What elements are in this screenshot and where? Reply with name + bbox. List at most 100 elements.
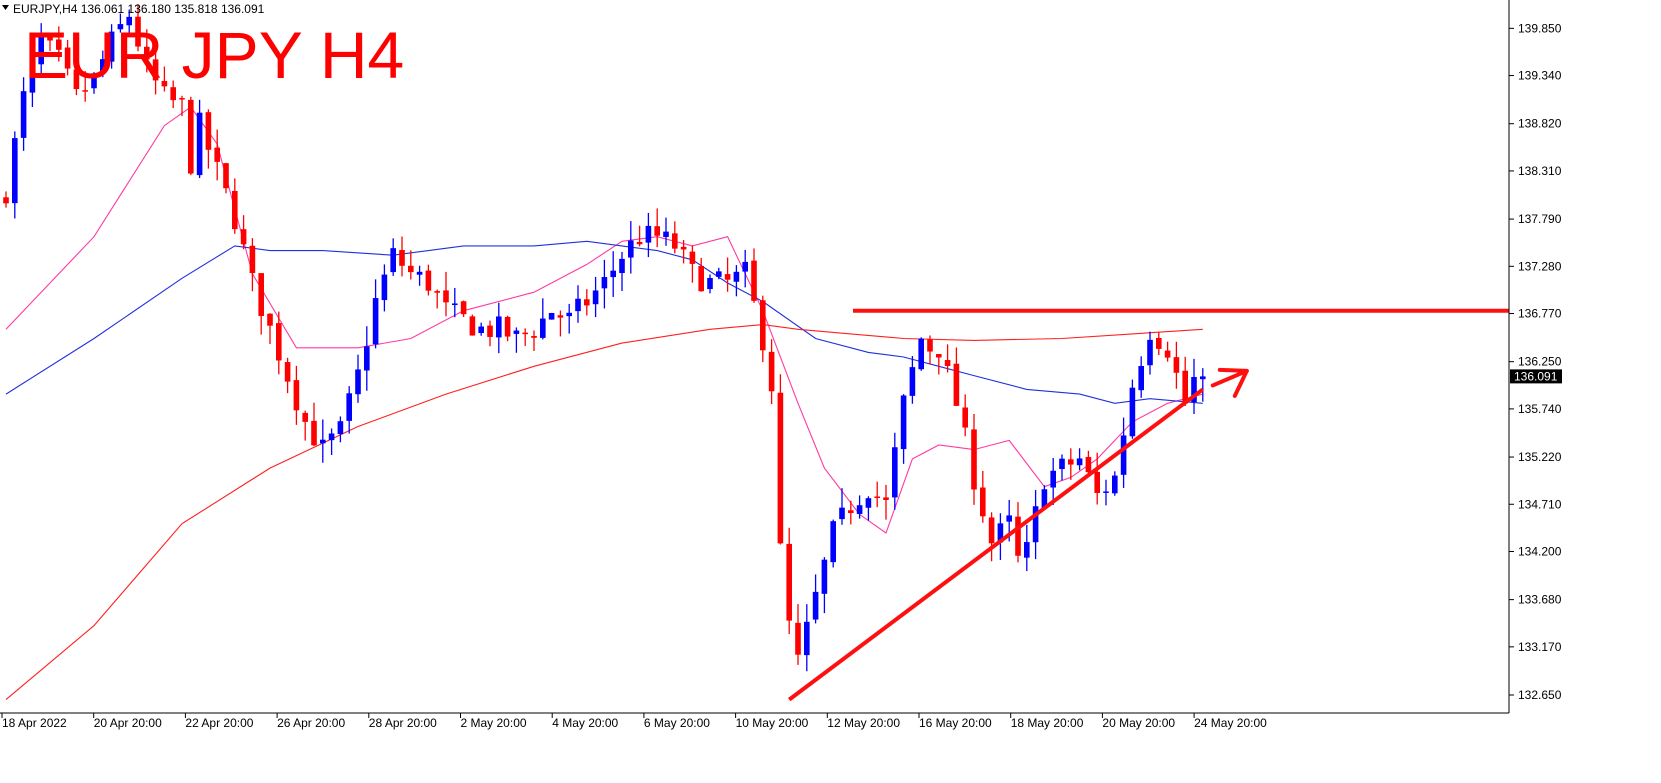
time-tick-label: 10 May 20:00 — [736, 716, 809, 730]
candle — [654, 208, 660, 248]
candle — [372, 279, 379, 349]
symbol-menu-icon[interactable] — [2, 5, 9, 10]
candle-body — [82, 90, 88, 92]
candle-body — [487, 325, 493, 337]
candle — [584, 289, 590, 316]
candle-body — [381, 274, 388, 301]
price-tick-label: 138.310 — [1518, 164, 1562, 178]
candle — [1112, 471, 1118, 496]
candle — [434, 289, 440, 309]
candle-body — [20, 91, 27, 138]
candle-body — [636, 241, 643, 245]
candle — [126, 9, 132, 34]
candle-body — [742, 261, 748, 272]
candle-body — [258, 273, 264, 317]
candle-body — [610, 270, 616, 278]
candle — [997, 513, 1004, 560]
labels: EURJPY,H4 136.061 136.180 135.818 136.09… — [2, 2, 404, 92]
candle-body — [812, 591, 819, 620]
candle-body — [1059, 458, 1065, 470]
arrow-head[interactable] — [1217, 367, 1249, 398]
candle — [821, 557, 828, 614]
price-tick-label: 134.710 — [1518, 497, 1562, 511]
price-tick-label: 133.680 — [1518, 593, 1562, 607]
candle — [328, 428, 335, 455]
candle-body — [452, 303, 458, 306]
candle-body — [531, 336, 537, 338]
candle — [804, 604, 810, 672]
price-tick-label: 139.850 — [1518, 21, 1562, 35]
candle-body — [804, 621, 810, 656]
candle — [223, 162, 229, 194]
candle — [988, 512, 995, 562]
candle-body — [1120, 435, 1127, 475]
price-tick-label: 133.170 — [1518, 640, 1562, 654]
candle-body — [135, 16, 141, 47]
candle-body — [100, 59, 106, 74]
candle — [760, 295, 766, 363]
candle — [381, 264, 388, 312]
candle — [927, 335, 933, 365]
candle-body — [716, 271, 722, 277]
drawings[interactable] — [788, 308, 1509, 702]
candle-body — [795, 622, 801, 655]
candle — [452, 287, 458, 318]
candle — [29, 54, 36, 108]
candle — [302, 410, 308, 441]
candle — [443, 271, 449, 317]
time-tick-label: 4 May 20:00 — [552, 716, 618, 730]
candle — [707, 274, 713, 294]
candle — [980, 470, 986, 523]
candle — [38, 23, 44, 74]
candle — [1032, 490, 1039, 560]
candles — [3, 4, 1206, 672]
candle-body — [152, 59, 159, 81]
candle-body — [496, 316, 502, 338]
candle-body — [724, 274, 731, 280]
candle-body — [628, 240, 634, 258]
candle — [874, 481, 880, 508]
candle-body — [592, 290, 599, 305]
current-price-label: 136.091 — [1514, 369, 1558, 383]
arrow-shaft[interactable] — [1210, 368, 1249, 388]
candle — [548, 312, 555, 320]
candle-body — [1015, 516, 1021, 556]
candle-body — [1041, 489, 1048, 508]
candle-body — [698, 265, 704, 292]
candle — [592, 276, 599, 318]
candle-body — [179, 98, 185, 100]
candle-body — [584, 299, 590, 306]
candle — [1059, 454, 1065, 481]
candle-body — [1094, 471, 1100, 493]
price-tick-label: 138.820 — [1518, 117, 1562, 131]
candle-body — [188, 99, 194, 174]
candle-body — [249, 245, 256, 274]
trend-line[interactable] — [788, 387, 1205, 702]
candle — [346, 386, 352, 434]
candle — [73, 66, 80, 96]
candle-body — [38, 37, 44, 65]
candle — [733, 265, 740, 297]
candle — [337, 416, 344, 443]
candle-body — [170, 87, 176, 101]
candle-body — [663, 231, 669, 238]
candle — [267, 313, 273, 345]
candle — [1050, 457, 1056, 505]
candle-body — [936, 354, 942, 358]
candle — [82, 71, 88, 102]
candle-body — [284, 362, 291, 382]
candle-body — [927, 339, 933, 352]
candle-body — [830, 521, 836, 563]
candle-body — [144, 46, 150, 60]
candle — [672, 221, 678, 254]
candle-body — [214, 147, 220, 162]
candle-body — [416, 271, 423, 275]
candle-body — [91, 73, 97, 89]
candle-body — [1156, 337, 1162, 349]
candle-body — [434, 291, 440, 293]
candle-body — [997, 523, 1004, 543]
candle-body — [1024, 542, 1030, 558]
candle — [795, 604, 801, 665]
